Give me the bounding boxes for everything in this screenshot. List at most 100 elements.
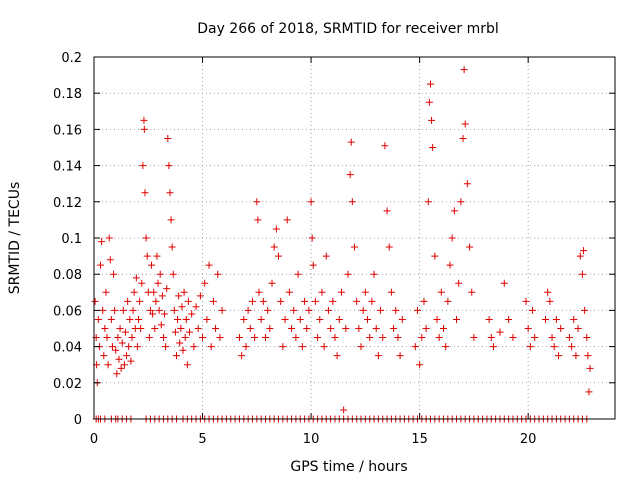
- y-tick-label: 0.16: [53, 123, 82, 138]
- data-point: [333, 352, 341, 360]
- data-point: [118, 339, 126, 347]
- data-point: [366, 334, 374, 342]
- data-point: [583, 334, 591, 342]
- data-point: [288, 325, 296, 332]
- data-point: [586, 364, 594, 372]
- data-point: [168, 243, 176, 251]
- data-point: [166, 189, 174, 197]
- x-tick-label: 10: [303, 432, 320, 447]
- data-point: [199, 334, 207, 342]
- data-point: [442, 343, 450, 351]
- data-point: [125, 343, 133, 351]
- data-point: [140, 125, 148, 133]
- data-point: [413, 306, 421, 314]
- y-tick-label: 0.08: [53, 268, 82, 283]
- y-tick-label: 0.06: [53, 304, 82, 319]
- data-point: [316, 315, 324, 323]
- data-point: [124, 297, 132, 305]
- data-point: [259, 297, 267, 305]
- data-point: [143, 252, 151, 260]
- data-point: [524, 325, 532, 332]
- data-point: [429, 144, 437, 151]
- data-point: [557, 325, 565, 332]
- data-point: [207, 343, 215, 351]
- data-point: [355, 325, 363, 332]
- data-point: [175, 292, 183, 300]
- data-point: [240, 315, 248, 323]
- data-point: [348, 198, 356, 206]
- data-point: [272, 225, 280, 233]
- data-point: [383, 207, 391, 215]
- data-point: [392, 306, 400, 314]
- data-point: [149, 310, 157, 318]
- data-point: [460, 66, 468, 74]
- data-point: [136, 297, 144, 305]
- data-point: [572, 352, 580, 360]
- data-point: [139, 162, 147, 170]
- data-point: [98, 238, 106, 246]
- y-axis-label: SRMTID / TECUs: [7, 182, 23, 295]
- data-point: [576, 252, 584, 260]
- data-point: [244, 306, 252, 314]
- data-point: [119, 306, 127, 314]
- data-point: [94, 315, 102, 323]
- data-point: [141, 189, 149, 197]
- data-point: [565, 334, 573, 342]
- data-point: [542, 315, 550, 323]
- data-point: [489, 343, 497, 351]
- data-point: [107, 315, 115, 323]
- data-point: [370, 270, 378, 278]
- data-point: [381, 142, 389, 150]
- data-point: [353, 297, 361, 305]
- data-point: [468, 288, 476, 296]
- data-point: [132, 274, 140, 282]
- data-point: [340, 406, 348, 414]
- data-point: [170, 306, 178, 314]
- data-points: [91, 66, 594, 423]
- x-tick-label: 5: [198, 432, 206, 447]
- data-point: [568, 343, 576, 351]
- data-point: [270, 243, 278, 251]
- y-tick-label: 0.14: [53, 160, 82, 175]
- data-point: [279, 343, 287, 351]
- data-point: [165, 162, 173, 170]
- data-point: [146, 306, 154, 314]
- chart-title: Day 266 of 2018, SRMTID for receiver mrb…: [197, 21, 499, 37]
- data-point: [453, 315, 461, 323]
- data-point: [102, 288, 110, 296]
- data-point: [235, 334, 243, 342]
- data-point: [130, 288, 138, 296]
- y-tick-label: 0.02: [53, 377, 82, 392]
- data-point: [97, 261, 105, 269]
- data-point: [307, 198, 315, 206]
- data-point: [184, 297, 192, 305]
- data-point: [114, 334, 122, 342]
- data-point: [584, 352, 592, 360]
- data-point: [158, 292, 166, 300]
- data-point: [205, 261, 213, 269]
- data-point: [377, 306, 385, 314]
- data-point: [190, 343, 198, 351]
- data-point: [104, 361, 112, 369]
- data-point: [186, 328, 194, 336]
- data-point: [374, 352, 382, 360]
- data-point: [179, 346, 187, 354]
- data-point: [140, 116, 148, 124]
- data-point: [129, 306, 137, 314]
- data-point: [531, 334, 539, 342]
- data-point: [450, 207, 458, 215]
- axis-ticks: 0 0.02 0.04 0.06 0.08 0.1 0.12 0.14 0.16 0.18 0.2 0…: [53, 51, 615, 447]
- data-point: [212, 325, 220, 332]
- data-point: [555, 352, 563, 360]
- data-point: [327, 325, 335, 332]
- data-point: [268, 279, 276, 287]
- data-point: [135, 315, 143, 323]
- data-point: [142, 234, 150, 242]
- data-point: [255, 288, 263, 296]
- data-point: [133, 343, 141, 351]
- data-point: [137, 325, 145, 332]
- data-point: [385, 243, 393, 251]
- data-point: [180, 288, 188, 296]
- data-point: [446, 261, 454, 269]
- data-point: [296, 315, 304, 323]
